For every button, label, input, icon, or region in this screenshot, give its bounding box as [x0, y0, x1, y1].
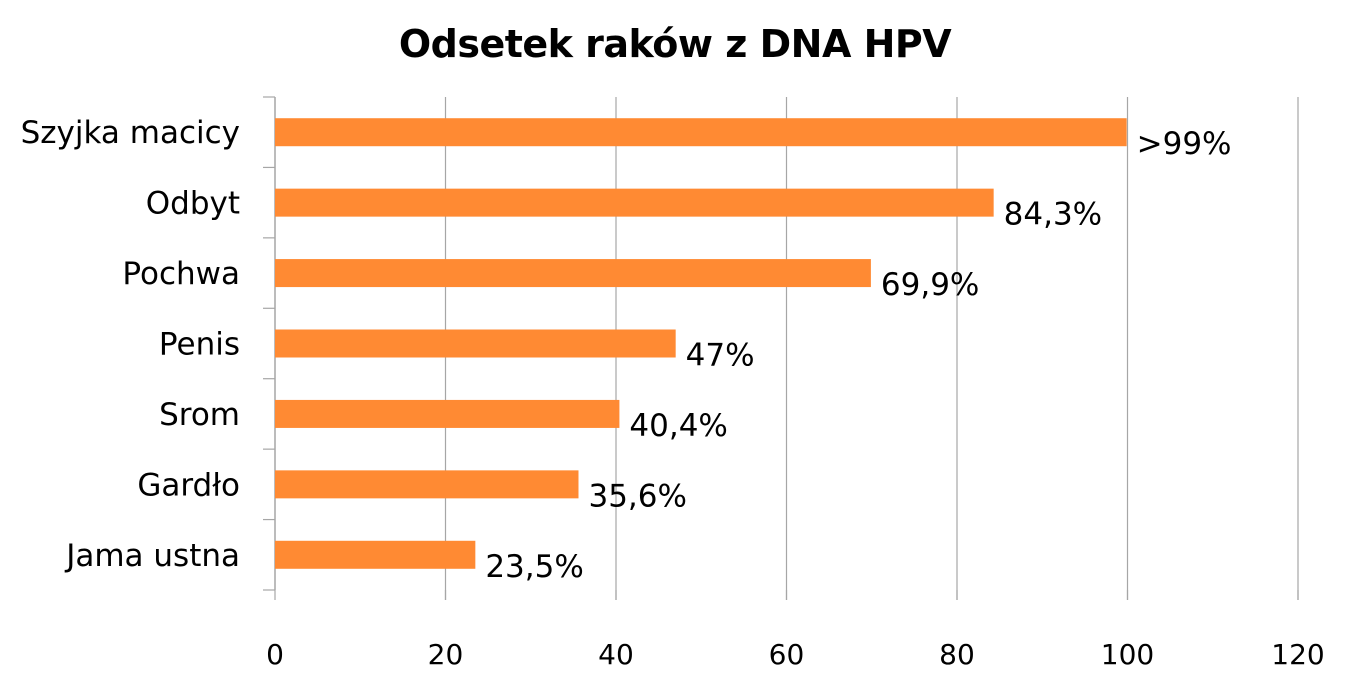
chart-title: Odsetek raków z DNA HPV	[398, 22, 952, 66]
data-label: >99%	[1137, 126, 1232, 162]
category-label: Srom	[159, 397, 240, 433]
category-label: Gardło	[137, 467, 240, 503]
bar	[275, 188, 994, 217]
bar	[275, 118, 1127, 147]
data-label: 84,3%	[1004, 197, 1102, 233]
data-label: 47%	[686, 338, 755, 374]
category-label: Jama ustna	[64, 538, 240, 574]
bar	[275, 470, 579, 499]
bar	[275, 399, 620, 428]
data-label: 69,9%	[881, 267, 979, 303]
bar	[275, 540, 476, 569]
category-label: Penis	[159, 327, 240, 363]
category-label: Odbyt	[146, 186, 240, 222]
category-label: Szyjka macicy	[21, 115, 240, 151]
x-tick-label: 40	[598, 638, 634, 671]
bar	[275, 259, 871, 288]
category-label: Pochwa	[122, 256, 240, 292]
x-tick-label: 0	[266, 638, 284, 671]
x-tick-label: 20	[428, 638, 464, 671]
bar	[275, 329, 676, 358]
x-tick-label: 60	[769, 638, 805, 671]
data-label: 23,5%	[485, 549, 583, 585]
data-label: 40,4%	[629, 408, 727, 444]
data-label: 35,6%	[588, 478, 686, 514]
x-tick-label: 100	[1101, 638, 1154, 671]
x-tick-label: 80	[939, 638, 975, 671]
x-tick-label: 120	[1271, 638, 1324, 671]
